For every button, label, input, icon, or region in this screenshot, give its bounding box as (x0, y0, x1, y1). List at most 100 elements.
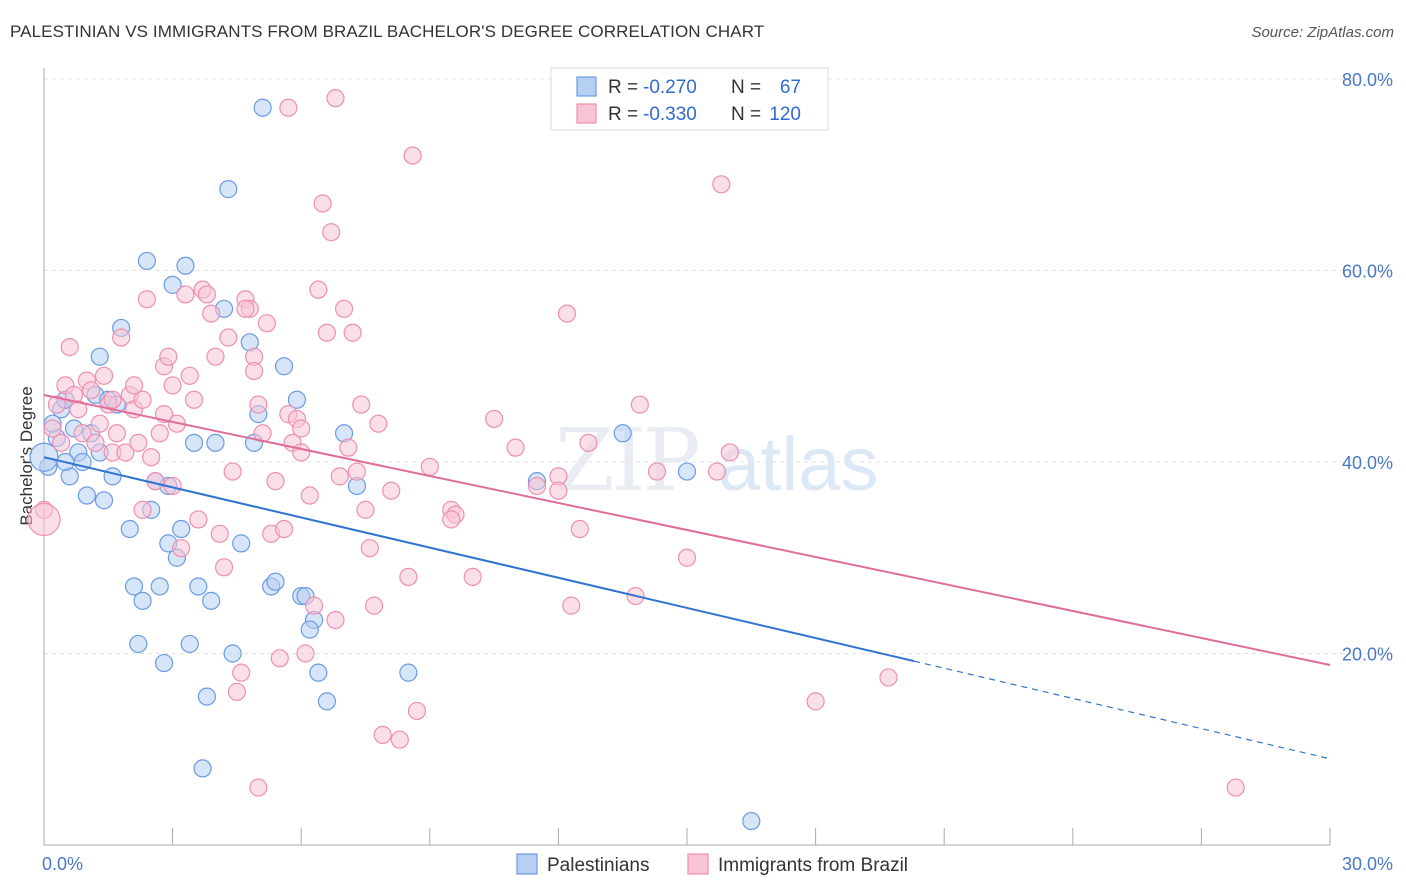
brazil-point-98 (707, 462, 727, 481)
brazil-point-67 (330, 467, 349, 486)
brazil-point-112 (442, 510, 461, 529)
brazil-point-48 (249, 395, 268, 414)
palestinians-point-33 (189, 577, 208, 596)
brazil-point-63 (313, 194, 332, 213)
stats-legend: R = -0.270 N = 67 R = -0.330 N = 120 (550, 67, 829, 131)
y-tick-labels: 20.0% 40.0% 60.0% 80.0% (1342, 70, 1393, 665)
brazil-point-6 (69, 400, 88, 419)
brazil-point-105 (326, 89, 345, 108)
palestinians-point-27 (163, 275, 182, 294)
brazil-point-42 (223, 462, 242, 481)
palestinians-point-30 (176, 256, 195, 275)
chart-title: PALESTINIAN VS IMMIGRANTS FROM BRAZIL BA… (10, 22, 765, 41)
palestinians-point-60 (677, 462, 697, 481)
brazil-point-80 (403, 146, 422, 165)
palestinians-point-8 (77, 486, 96, 505)
legend-swatch-palestinians (576, 76, 597, 97)
brazil-point-115 (124, 376, 144, 395)
palestinians-point-17 (120, 519, 139, 539)
legend-r-label-1: R = (608, 77, 638, 98)
brazil-point-92 (570, 519, 589, 539)
palestinians-point-12 (90, 347, 109, 366)
brazil-point-85 (463, 567, 482, 587)
brazil-point-27 (159, 347, 178, 366)
brazil-point-22 (137, 290, 156, 309)
brazil-point-117 (244, 361, 264, 381)
brazil-point-95 (630, 395, 649, 414)
palestinians-point-35 (197, 687, 216, 706)
chart-source: Source: ZipAtlas.com (1251, 24, 1394, 41)
brazil-point-38 (206, 347, 225, 366)
brazil-point-99 (712, 175, 731, 194)
brazil-point-79 (399, 567, 418, 587)
brazil-point-114 (103, 390, 122, 409)
legend-r-value-2: -0.330 (643, 104, 697, 125)
brazil-point-4 (60, 338, 79, 357)
y-tick-label-80: 80.0% (1342, 70, 1393, 90)
y-tick-label-20: 20.0% (1342, 645, 1393, 665)
brazil-point-44 (232, 663, 251, 682)
brazil-point-10 (86, 433, 105, 452)
palestinians-point-21 (137, 251, 156, 271)
brazil-point-59 (296, 644, 315, 663)
legend-n-value-1: 67 (780, 77, 801, 98)
palestinians-point-29 (172, 519, 191, 539)
legend-n-value-2: 120 (769, 104, 801, 125)
palestinians-point-40 (223, 644, 242, 663)
brazil-point-15 (107, 424, 126, 443)
brazil-point-43 (227, 682, 246, 701)
brazil-point-7 (73, 424, 92, 443)
brazil-point-100 (720, 443, 739, 462)
brazil-point-16 (112, 328, 131, 347)
brazil-point-103 (1226, 778, 1245, 797)
legend-swatch-brazil (576, 103, 597, 124)
palestinians-point-61 (742, 811, 761, 831)
series-brazil-points (27, 89, 1245, 797)
brazil-point-25 (150, 424, 169, 443)
brazil-point-54 (274, 519, 294, 539)
brazil-point-106 (279, 98, 298, 117)
brazil-point-76 (373, 725, 392, 744)
bottom-legend-swatch-palestinians (516, 853, 538, 875)
palestinians-point-65 (300, 620, 319, 639)
brazil-point-73 (360, 539, 379, 558)
brazil-point-53 (270, 649, 289, 668)
brazil-point-41 (219, 328, 238, 347)
brazil-point-17 (116, 443, 135, 462)
palestinians-point-24 (150, 577, 169, 596)
trend-line-palestinians (43, 456, 915, 663)
brazil-point-72 (356, 500, 375, 519)
palestinians-point-32 (184, 433, 204, 452)
palestinians-point-18 (124, 577, 144, 596)
brazil-point-90 (557, 304, 577, 323)
brazil-point-74 (364, 596, 384, 615)
palestinians-point-37 (206, 433, 225, 452)
bottom-legend-label-palestinians: Palestinians (547, 855, 649, 876)
y-tick-label-60: 60.0% (1342, 262, 1393, 282)
brazil-point-large (27, 502, 61, 537)
brazil-point-118 (52, 433, 71, 452)
trend-line-palestinians-extension (914, 660, 1331, 760)
brazil-point-102 (879, 668, 898, 687)
brazil-point-82 (420, 457, 439, 476)
brazil-point-40 (214, 558, 234, 577)
brazil-point-31 (176, 285, 195, 304)
palestinians-point-45 (253, 98, 272, 117)
brazil-point-66 (326, 610, 345, 630)
y-tick-label-40: 40.0% (1342, 453, 1393, 473)
palestinians-point-25 (154, 653, 174, 673)
legend-r-value-1: -0.270 (643, 77, 697, 98)
trend-line-brazil (43, 393, 1331, 666)
brazil-point-109 (133, 500, 152, 519)
brazil-point-93 (579, 433, 598, 452)
series-legend: Palestinians Immigrants from Brazil (516, 853, 908, 876)
palestinians-point-41 (232, 534, 251, 553)
palestinians-point-49 (287, 390, 307, 409)
legend-n-label-1: N = (731, 77, 761, 98)
palestinians-point-34 (193, 759, 212, 778)
brazil-point-78 (390, 730, 409, 749)
brazil-point-36 (197, 285, 216, 304)
brazil-point-39 (210, 524, 229, 543)
palestinians-point-39 (219, 180, 238, 199)
